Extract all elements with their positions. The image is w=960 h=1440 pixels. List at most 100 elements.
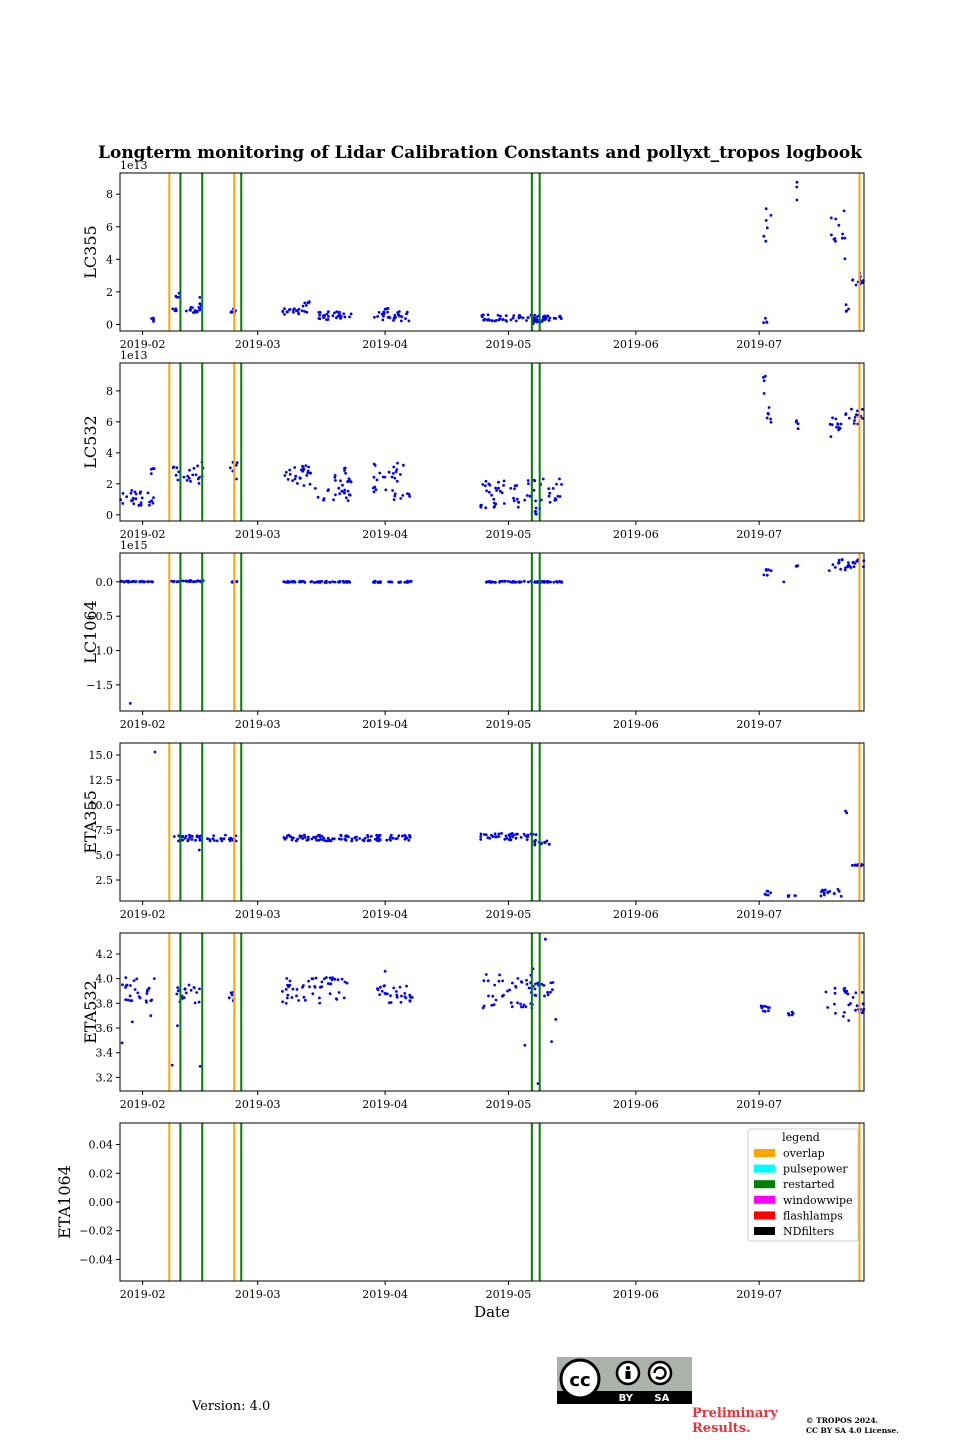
data-point	[394, 470, 398, 474]
data-point	[767, 412, 770, 416]
data-point	[408, 993, 412, 997]
data-point	[334, 479, 337, 482]
data-point	[152, 496, 155, 499]
data-point	[855, 559, 859, 563]
data-point	[382, 984, 386, 988]
data-point	[521, 316, 525, 320]
data-point	[126, 998, 130, 1002]
data-point	[516, 977, 520, 980]
data-point	[498, 973, 501, 977]
data-point	[527, 482, 530, 486]
data-point	[554, 1018, 558, 1021]
data-point	[292, 310, 295, 314]
data-point	[393, 313, 397, 317]
x-tick-label: 2019-04	[362, 528, 408, 541]
data-point	[235, 461, 239, 465]
data-point	[558, 477, 561, 481]
data-point	[408, 495, 411, 498]
data-point	[764, 207, 768, 211]
data-point	[304, 998, 307, 1002]
data-point	[122, 580, 126, 584]
data-point	[153, 750, 157, 754]
data-point	[291, 836, 294, 840]
data-point	[177, 470, 181, 474]
data-point	[493, 832, 497, 836]
data-point	[769, 213, 773, 217]
data-point	[492, 497, 496, 501]
data-point	[229, 836, 233, 840]
data-point	[303, 310, 307, 313]
data-point	[855, 1004, 859, 1008]
data-point	[132, 979, 136, 982]
data-point	[765, 226, 769, 230]
data-point	[550, 1040, 553, 1043]
data-point	[514, 985, 518, 989]
data-point	[310, 580, 314, 583]
data-point	[486, 318, 490, 321]
data-point	[383, 969, 387, 973]
data-point	[296, 482, 299, 485]
offset-text: 1e13	[120, 349, 148, 362]
data-point	[796, 564, 800, 567]
data-point	[304, 464, 308, 467]
data-point	[297, 307, 301, 311]
data-point	[369, 834, 373, 838]
y-tick-label: 3.2	[96, 1071, 114, 1084]
data-point	[338, 492, 342, 495]
data-point	[395, 468, 399, 471]
data-point	[286, 983, 289, 987]
data-point	[283, 313, 286, 316]
y-tick-label: 8	[106, 385, 113, 398]
data-point	[404, 996, 408, 1000]
data-point	[762, 573, 766, 577]
data-point	[405, 984, 408, 988]
data-point	[321, 838, 325, 842]
data-point	[552, 580, 556, 584]
data-point	[851, 278, 854, 282]
legend-label-overlap: overlap	[783, 1147, 825, 1160]
data-point	[190, 838, 194, 841]
legend-swatch-windowwipe	[754, 1195, 775, 1204]
data-point	[534, 838, 537, 842]
data-point	[833, 1002, 836, 1006]
data-point	[146, 988, 150, 991]
y-tick-label: 0.00	[89, 1196, 114, 1209]
y-tick-label: 2	[106, 286, 113, 299]
data-point	[376, 834, 380, 837]
data-point	[285, 977, 289, 980]
data-point	[512, 496, 515, 500]
data-point	[542, 984, 546, 987]
data-point	[188, 580, 192, 584]
data-point	[408, 999, 412, 1003]
data-point	[307, 465, 310, 469]
data-point	[282, 580, 286, 584]
y-axis-label: ETA1064	[55, 1165, 74, 1239]
data-point	[769, 891, 772, 895]
data-point	[533, 580, 537, 583]
data-point	[395, 995, 399, 999]
x-tick-label: 2019-05	[486, 1098, 532, 1111]
data-point	[330, 978, 334, 982]
x-tick-label: 2019-02	[120, 528, 166, 541]
data-point	[479, 838, 483, 841]
x-tick-label: 2019-06	[613, 1098, 659, 1111]
data-point	[192, 466, 196, 470]
data-point	[525, 838, 529, 841]
data-point	[172, 835, 176, 838]
data-point	[830, 233, 833, 237]
data-point	[302, 580, 306, 583]
data-point	[850, 864, 854, 867]
data-point	[551, 988, 554, 992]
data-point	[197, 1000, 201, 1004]
data-point	[198, 302, 202, 305]
data-point	[342, 996, 346, 1000]
data-point	[314, 976, 318, 980]
data-point	[235, 477, 238, 481]
data-point	[125, 495, 129, 499]
data-point	[534, 499, 537, 503]
data-point	[837, 558, 841, 562]
data-point	[196, 464, 200, 468]
data-point	[331, 314, 335, 318]
data-point	[523, 498, 527, 502]
data-point	[130, 489, 134, 492]
